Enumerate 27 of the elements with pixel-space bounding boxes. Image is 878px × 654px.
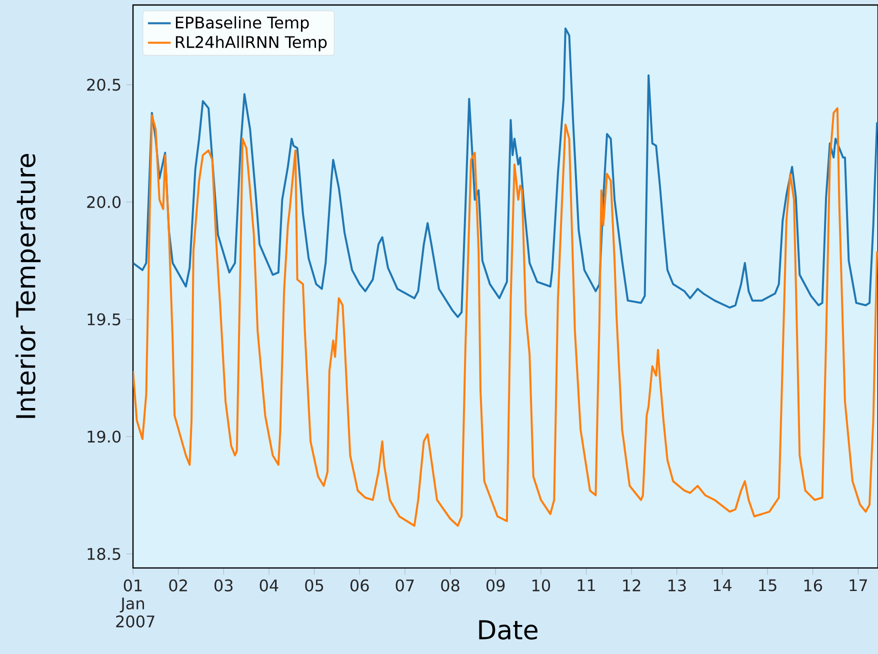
y-axis-title: Interior Temperature xyxy=(15,154,41,418)
x-tick-label: 12 xyxy=(623,579,640,592)
x-tick-label: 11 xyxy=(578,579,595,592)
legend-label: RL24hAllRNN Temp xyxy=(176,36,327,52)
y-tick-label: 19.5 xyxy=(88,313,120,326)
x-tick-label: 07 xyxy=(396,579,414,592)
x-tick-label: 03 xyxy=(214,579,233,592)
x-tick-label: 05 xyxy=(305,579,324,592)
x-tick-label: 08 xyxy=(441,579,460,592)
y-tick-label: 20.0 xyxy=(87,196,121,208)
x-tick-label: 10 xyxy=(532,579,550,592)
legend-label: EPBaseline Temp xyxy=(176,16,309,32)
y-tick-label: 18.5 xyxy=(88,548,120,560)
x-tick-label: 16 xyxy=(804,579,822,592)
line-series xyxy=(133,107,878,527)
x-tick-label: 17 xyxy=(850,579,867,592)
y-tick-label: 20.5 xyxy=(87,78,120,91)
x-tick-label: 04 xyxy=(260,579,278,592)
x-tick-label: 02 xyxy=(169,579,187,592)
x-tick-label: 01 Jan 2007 xyxy=(116,579,154,628)
x-tick-label: 15 xyxy=(759,579,776,592)
x-tick-label: 06 xyxy=(350,579,369,592)
x-tick-label: 09 xyxy=(486,579,505,592)
x-axis-title: Date xyxy=(479,620,538,640)
x-tick-label: 14 xyxy=(714,579,732,592)
x-tick-label: 13 xyxy=(668,579,686,592)
y-tick-label: 19.0 xyxy=(88,430,121,443)
